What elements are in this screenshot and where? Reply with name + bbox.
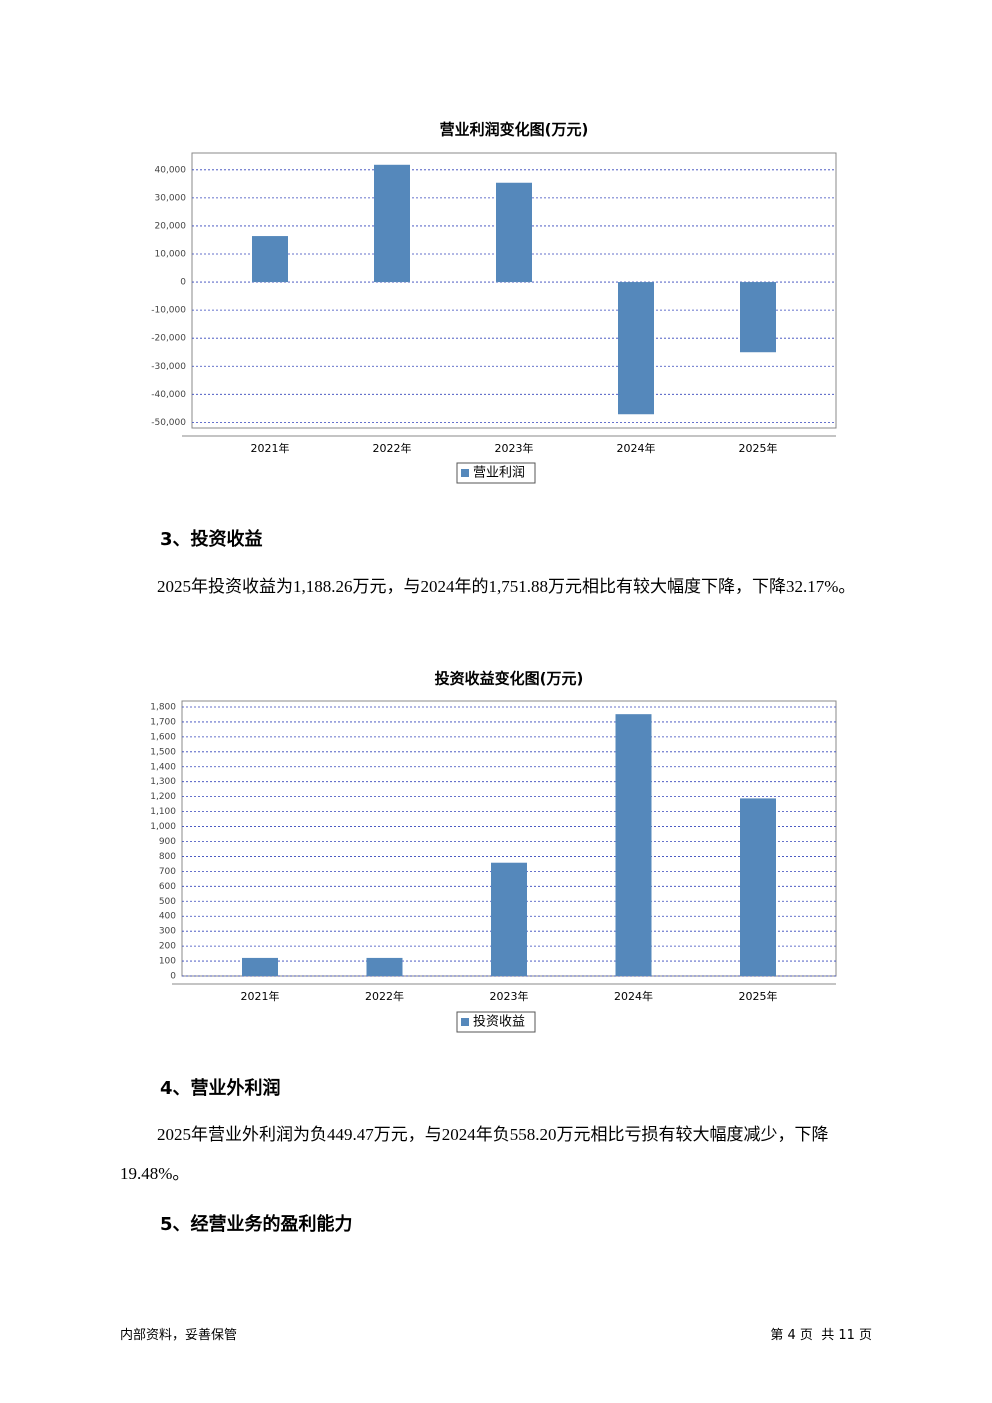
- legend-box: [456, 462, 536, 484]
- legend-swatch: [461, 469, 469, 477]
- chart-title: 营业利润变化图(万元): [440, 121, 589, 139]
- y-tick-label: -40,000: [151, 390, 186, 400]
- bar: [491, 862, 527, 976]
- y-tick-label: 40,000: [155, 165, 187, 175]
- y-tick-label: 0: [170, 972, 176, 982]
- heading: 3、投资收益: [160, 529, 263, 550]
- bar: [740, 282, 776, 353]
- heading: 4、营业外利润: [160, 1078, 281, 1099]
- paragraph: 2025年投资收益为1,188.26万元，与2024年的1,751.88万元相比…: [157, 577, 856, 596]
- y-tick-label: 1,100: [150, 807, 176, 817]
- x-tick-label: 2022年: [373, 441, 412, 455]
- y-tick-label: 600: [159, 882, 176, 892]
- footer-right: 第 4 页 共 11 页: [770, 1328, 872, 1343]
- y-tick-label: 1,000: [150, 822, 176, 832]
- footer-left: 内部资料，妥善保管: [120, 1328, 238, 1343]
- y-tick-label: 1,300: [150, 777, 176, 787]
- plot-area: [191, 152, 837, 429]
- y-tick-label: 10,000: [155, 250, 187, 260]
- y-tick-label: 1,700: [150, 717, 176, 727]
- bar: [242, 957, 278, 976]
- y-tick-label: 1,500: [150, 747, 176, 757]
- x-tick-label: 2025年: [739, 989, 778, 1003]
- x-tick-label: 2024年: [617, 441, 656, 455]
- x-tick-label: 2023年: [495, 441, 534, 455]
- y-tick-label: 900: [159, 837, 176, 847]
- paragraph: 2025年营业外利润为负449.47万元，与2024年负558.20万元相比亏损…: [120, 1125, 829, 1183]
- y-tick-label: 1,600: [150, 732, 176, 742]
- y-tick-label: 1,800: [150, 702, 176, 712]
- bar: [366, 957, 403, 976]
- y-tick-label: -50,000: [151, 418, 186, 428]
- legend-swatch: [461, 1018, 469, 1026]
- legend-box: [456, 1011, 536, 1033]
- bar: [740, 798, 776, 976]
- bar: [496, 182, 532, 283]
- y-tick-label: 100: [159, 957, 176, 967]
- y-tick-label: 300: [159, 927, 176, 937]
- y-tick-label: 0: [180, 278, 186, 288]
- bar: [374, 164, 410, 283]
- legend-label: 投资收益: [473, 1014, 525, 1030]
- y-tick-label: 30,000: [155, 193, 187, 203]
- y-tick-label: 1,400: [150, 762, 176, 772]
- y-tick-label: 800: [159, 852, 176, 862]
- heading: 5、经营业务的盈利能力: [160, 1214, 353, 1235]
- bar: [615, 714, 652, 976]
- y-tick-label: 700: [159, 867, 176, 877]
- y-tick-label: 200: [159, 942, 176, 952]
- x-tick-label: 2021年: [251, 441, 290, 455]
- plot-area: [181, 700, 837, 977]
- y-tick-label: -10,000: [151, 306, 186, 316]
- y-tick-label: 20,000: [155, 221, 187, 231]
- x-tick-label: 2022年: [365, 989, 404, 1003]
- y-tick-label: -30,000: [151, 362, 186, 372]
- chart-title: 投资收益变化图(万元): [435, 670, 584, 688]
- bar: [618, 282, 654, 415]
- x-tick-label: 2024年: [614, 989, 653, 1003]
- y-tick-label: 400: [159, 912, 176, 922]
- legend-label: 营业利润: [473, 466, 525, 481]
- bar: [252, 236, 288, 283]
- x-tick-label: 2021年: [241, 989, 280, 1003]
- y-tick-label: 1,200: [150, 792, 176, 802]
- y-tick-label: -20,000: [151, 334, 186, 344]
- x-tick-label: 2025年: [739, 441, 778, 455]
- x-tick-label: 2023年: [490, 989, 529, 1003]
- y-tick-label: 500: [159, 897, 176, 907]
